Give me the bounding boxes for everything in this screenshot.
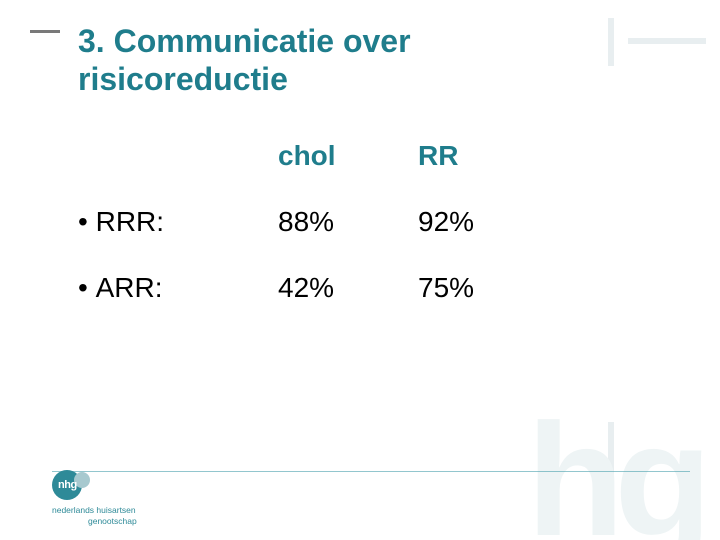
cell-value: 88% <box>278 206 418 238</box>
slide-title: 3. Communicatie over risicoreductie <box>78 22 660 99</box>
row-label-text: RRR: <box>96 206 164 237</box>
cell-value: 75% <box>418 272 558 304</box>
divider-line <box>52 471 690 472</box>
logo-line-2: genootschap <box>88 517 137 526</box>
table-col-header: RR <box>418 140 558 172</box>
nhg-logo: nhg nederlands huisartsen genootschap <box>52 470 137 526</box>
table-header-row: . chol RR <box>78 140 558 172</box>
row-label-text: ARR: <box>96 272 163 303</box>
logo-line-1: nederlands huisartsen <box>52 506 136 515</box>
risk-table: . chol RR • RRR: 88% 92% • ARR: 42% 75% <box>78 140 558 338</box>
logo-mark: nhg <box>52 470 98 502</box>
logo-text-mark: nhg <box>58 479 77 491</box>
cell-value: 42% <box>278 272 418 304</box>
title-line-2: risicoreductie <box>78 61 288 97</box>
row-label: • ARR: <box>78 272 278 304</box>
title-line-1: 3. Communicatie over <box>78 23 411 59</box>
accent-dash <box>30 30 60 33</box>
row-label: • RRR: <box>78 206 278 238</box>
table-col-header: chol <box>278 140 418 172</box>
slide: 3. Communicatie over risicoreductie . ch… <box>0 0 720 540</box>
table-row: • RRR: 88% 92% <box>78 206 558 238</box>
cell-value: 92% <box>418 206 558 238</box>
watermark-hg: hg <box>527 400 702 540</box>
table-row: • ARR: 42% 75% <box>78 272 558 304</box>
